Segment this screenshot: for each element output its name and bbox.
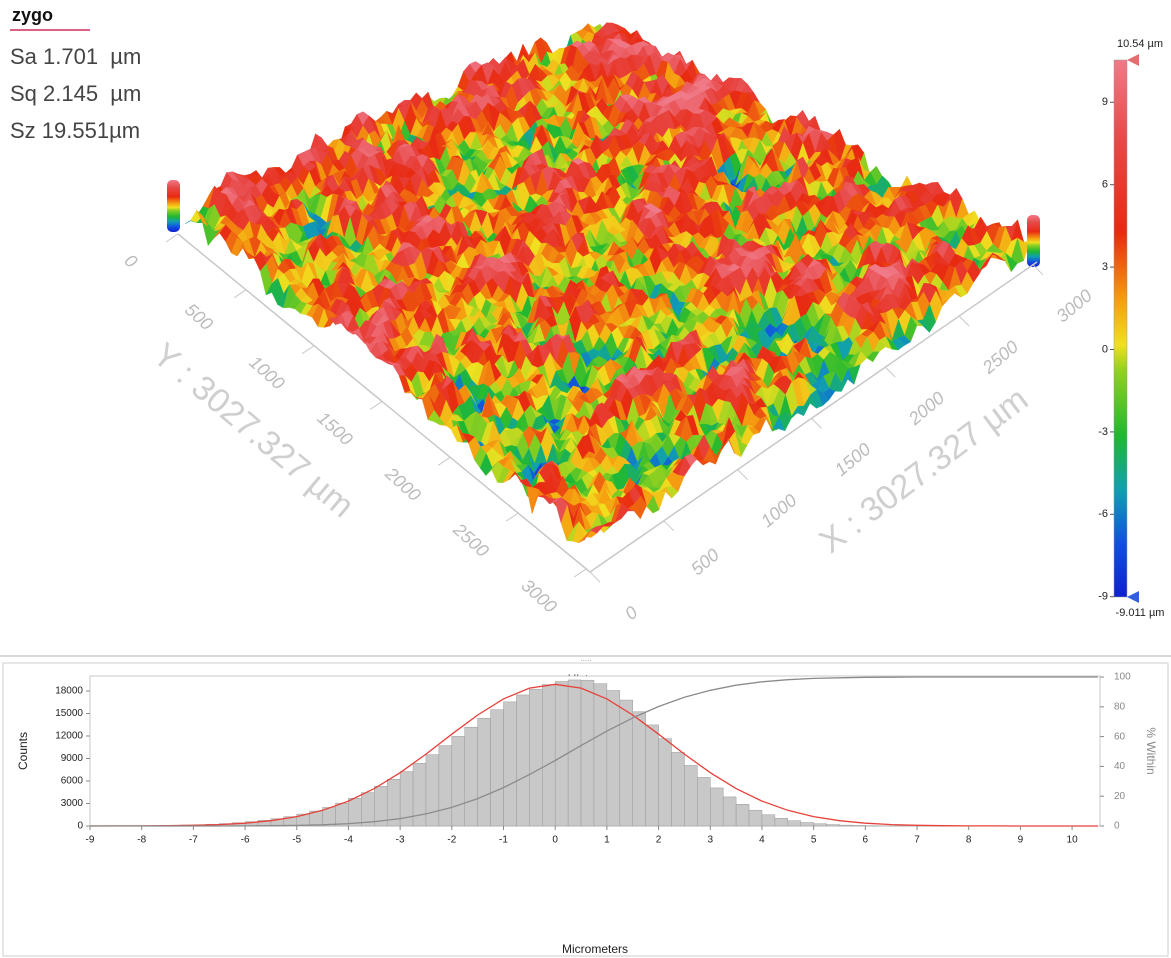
- colorbar-tick-label: 6: [1102, 179, 1108, 191]
- histogram-bar: [465, 727, 478, 826]
- histogram-bar: [336, 803, 349, 826]
- histogram-bar: [361, 793, 374, 826]
- roughness-stat: Sz 19.551µm: [10, 118, 140, 143]
- colorbar-tick-label: -6: [1098, 508, 1108, 520]
- colorbar-min-label: -9.011 µm: [1116, 607, 1165, 619]
- corner-colorbar: [167, 180, 180, 232]
- roughness-stat: Sa 1.701 µm: [10, 44, 141, 69]
- splitter-grip[interactable]: .....: [580, 654, 591, 663]
- histogram-bar: [504, 702, 517, 826]
- histogram-bar: [452, 736, 465, 826]
- histogram-bar: [478, 718, 491, 826]
- corner-colorbar: [1027, 215, 1040, 267]
- histogram-bar: [491, 710, 504, 826]
- roughness-stat: Sq 2.145 µm: [10, 81, 141, 106]
- colorbar: [1114, 60, 1127, 597]
- colorbar-tick-label: 9: [1102, 96, 1108, 108]
- colorbar-max-label: 10.54 µm: [1117, 38, 1163, 50]
- histogram-bar: [439, 746, 452, 826]
- histogram-bar: [426, 755, 439, 826]
- colorbar-tick-label: 3: [1102, 261, 1108, 273]
- colorbar-tick-label: -9: [1098, 591, 1108, 603]
- histogram-bar: [348, 798, 361, 826]
- colorbar-tick-label: -3: [1098, 426, 1108, 438]
- colorbar-tick-label: 0: [1102, 343, 1108, 355]
- histogram-bar: [413, 763, 426, 826]
- logo: zygo: [12, 5, 53, 25]
